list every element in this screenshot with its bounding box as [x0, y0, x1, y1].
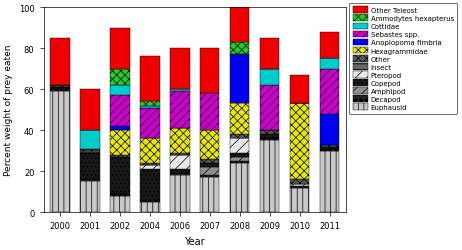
- Bar: [260, 39, 280, 69]
- Bar: [320, 32, 339, 59]
- Bar: [290, 186, 310, 188]
- Bar: [260, 139, 280, 141]
- Bar: [320, 114, 339, 145]
- Bar: [110, 126, 130, 131]
- Bar: [170, 170, 189, 173]
- Bar: [80, 180, 100, 182]
- Bar: [200, 131, 219, 159]
- Bar: [170, 174, 189, 176]
- Y-axis label: Percent weight of prey eaten: Percent weight of prey eaten: [4, 45, 13, 176]
- Bar: [110, 28, 130, 69]
- Bar: [140, 202, 159, 212]
- Bar: [200, 168, 219, 175]
- Bar: [230, 163, 249, 212]
- Bar: [50, 86, 70, 88]
- Bar: [200, 94, 219, 131]
- Bar: [290, 188, 310, 212]
- Bar: [50, 88, 70, 90]
- Bar: [170, 153, 189, 155]
- Bar: [110, 69, 130, 86]
- Bar: [140, 163, 159, 166]
- Bar: [140, 57, 159, 102]
- Bar: [290, 76, 310, 104]
- Bar: [260, 141, 280, 212]
- Bar: [110, 194, 130, 196]
- Bar: [230, 161, 249, 163]
- Bar: [290, 180, 310, 184]
- Bar: [50, 92, 70, 212]
- Bar: [110, 196, 130, 212]
- Bar: [230, 157, 249, 161]
- Bar: [110, 96, 130, 126]
- Bar: [200, 176, 219, 178]
- Bar: [140, 200, 159, 202]
- Bar: [320, 147, 339, 149]
- Bar: [320, 59, 339, 69]
- Bar: [230, 139, 249, 153]
- Bar: [80, 149, 100, 151]
- Bar: [110, 86, 130, 96]
- Bar: [230, 8, 249, 43]
- Bar: [80, 90, 100, 131]
- Bar: [320, 145, 339, 147]
- Bar: [170, 92, 189, 128]
- Bar: [200, 49, 219, 94]
- Bar: [110, 131, 130, 155]
- Bar: [140, 139, 159, 163]
- Bar: [230, 43, 249, 55]
- Bar: [290, 184, 310, 186]
- Bar: [50, 39, 70, 86]
- Bar: [200, 159, 219, 163]
- Bar: [110, 155, 130, 157]
- Bar: [170, 90, 189, 92]
- X-axis label: Year: Year: [184, 236, 205, 246]
- Bar: [170, 128, 189, 153]
- Bar: [140, 108, 159, 139]
- Bar: [320, 151, 339, 212]
- Bar: [230, 153, 249, 157]
- Bar: [170, 176, 189, 212]
- Bar: [140, 106, 159, 108]
- Bar: [230, 55, 249, 104]
- Bar: [320, 149, 339, 151]
- Bar: [170, 49, 189, 90]
- Bar: [230, 135, 249, 139]
- Bar: [200, 163, 219, 168]
- Bar: [140, 166, 159, 170]
- Bar: [140, 102, 159, 106]
- Bar: [170, 155, 189, 170]
- Bar: [110, 157, 130, 194]
- Bar: [80, 153, 100, 180]
- Bar: [80, 131, 100, 149]
- Legend: Other Teleost, Ammodytes hexapterus, Cottidae, Sebastes spp., Anoplopoma fimbria: Other Teleost, Ammodytes hexapterus, Cot…: [349, 4, 457, 114]
- Bar: [200, 178, 219, 212]
- Bar: [80, 182, 100, 212]
- Bar: [140, 170, 159, 200]
- Bar: [290, 104, 310, 180]
- Bar: [50, 90, 70, 92]
- Bar: [320, 69, 339, 114]
- Bar: [260, 135, 280, 139]
- Bar: [260, 131, 280, 135]
- Bar: [230, 104, 249, 135]
- Bar: [260, 69, 280, 86]
- Bar: [80, 151, 100, 153]
- Bar: [260, 86, 280, 131]
